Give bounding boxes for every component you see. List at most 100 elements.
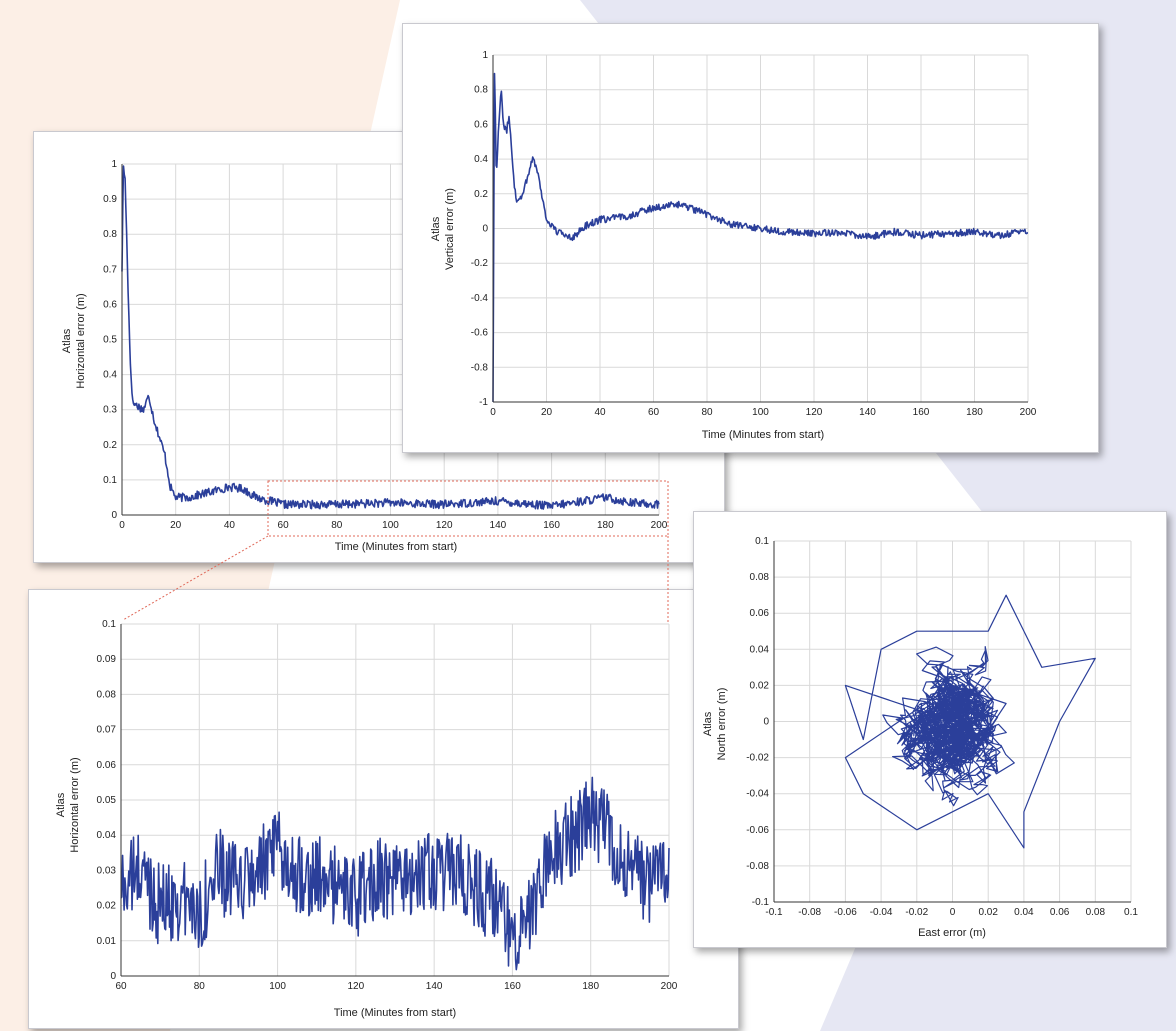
y-tick-label: -0.2 [471,258,489,269]
y-tick-label: -0.04 [746,789,769,800]
y-tick-label: 0.3 [103,405,117,416]
east-north-error-chart: -0.1 -0.08 -0.06 -0.04 -0.02 0 0.02 0.04 0.06 0.0… [702,536,1138,939]
y-axis-label-line1: Atlas [430,216,442,241]
x-tick-label: 160 [504,981,521,992]
x-tick-label: 140 [859,407,876,418]
y-tick-label: -0.6 [471,328,489,339]
y-tick-label: 0.2 [103,440,117,451]
x-tick-label: 0.1 [1124,907,1138,918]
x-tick-label: 200 [651,520,668,531]
x-tick-label: 120 [348,981,365,992]
x-tick-label: -0.06 [834,907,857,918]
x-tick-label: 200 [661,981,678,992]
y-tick-label: 0.01 [97,936,117,947]
x-tick-label: 140 [490,520,507,531]
y-tick-label: 0 [763,717,769,728]
x-tick-label: 60 [115,981,127,992]
y-tick-label: -0.1 [752,897,770,908]
y-tick-label: 0.6 [474,119,488,130]
x-axis-label: Time (Minutes from start) [334,1007,456,1019]
y-tick-label: 0.4 [103,370,117,381]
y-tick-label: 0.08 [97,689,117,700]
x-tick-label: 140 [426,981,443,992]
y-axis-label-line1: Atlas [61,328,73,353]
x-tick-label: 80 [194,981,206,992]
y-tick-label: 0.09 [97,654,117,665]
x-tick-label: 0.08 [1086,907,1106,918]
y-tick-label: 0 [482,224,488,235]
vertical-error-card: 0 20 40 60 80 100 120 140 160 180 200 -1 -0.8 -0.6 -0.… [402,23,1099,453]
y-tick-label: -0.4 [471,293,489,304]
x-axis-label: East error (m) [918,927,986,939]
y-tick-label: 0.1 [102,619,116,630]
y-axis-label-line2: Horizontal error (m) [75,293,87,388]
data-series-line [844,594,1096,849]
x-tick-label: -0.1 [765,907,783,918]
y-tick-label: 0 [111,510,117,521]
y-tick-label: 0.1 [755,536,769,547]
y-tick-label: 0.06 [750,608,770,619]
x-tick-label: 100 [269,981,286,992]
x-tick-label: 0 [490,407,496,418]
y-tick-label: -0.06 [746,825,769,836]
y-tick-label: 0.07 [97,725,117,736]
x-tick-label: 120 [806,407,823,418]
y-tick-label: 0.4 [474,154,488,165]
x-axis-label: Time (Minutes from start) [335,541,457,553]
y-axis-label-line2: Vertical error (m) [444,188,456,270]
y-tick-label: 0.05 [97,795,117,806]
y-tick-label: 0 [110,971,116,982]
x-tick-label: 160 [913,407,930,418]
x-tick-label: 60 [278,520,290,531]
y-tick-label: 0.5 [103,335,117,346]
x-tick-label: 0 [119,520,125,531]
x-tick-label: 100 [752,407,769,418]
horizontal-error-zoom-card: 60 80 100 120 140 160 180 200 0 0.01 0.02 0.03 0.04 0… [28,589,739,1029]
x-tick-label: 20 [541,407,553,418]
y-tick-label: 0.06 [97,760,117,771]
x-axis-label: Time (Minutes from start) [702,429,824,441]
y-tick-label: 1 [111,159,117,170]
x-tick-label: 120 [436,520,453,531]
y-tick-label: 0.6 [103,299,117,310]
x-tick-label: 80 [331,520,343,531]
y-tick-label: 1 [482,50,488,61]
x-tick-label: -0.08 [798,907,821,918]
y-axis-label-line2: North error (m) [716,688,728,761]
y-tick-label: -0.02 [746,753,769,764]
x-tick-label: 0.02 [978,907,998,918]
y-tick-label: 0.8 [474,85,488,96]
east-north-error-card: -0.1 -0.08 -0.06 -0.04 -0.02 0 0.02 0.04 0.06 0.0… [693,511,1167,948]
y-tick-label: 0.7 [103,264,117,275]
x-tick-label: 80 [701,407,713,418]
y-tick-label: 0.02 [97,901,117,912]
y-tick-label: 0.02 [750,680,770,691]
data-series-line [120,776,670,971]
horizontal-error-zoom-chart: 60 80 100 120 140 160 180 200 0 0.01 0.02 0.03 0.04 0… [55,619,678,1019]
y-tick-label: 0.03 [97,865,117,876]
y-axis-label-line2: Horizontal error (m) [69,757,81,852]
x-tick-label: 40 [594,407,606,418]
vertical-error-chart: 0 20 40 60 80 100 120 140 160 180 200 -1 -0.8 -0.6 -0.… [430,50,1037,441]
data-series-line [492,72,1028,402]
x-tick-label: 40 [224,520,236,531]
x-tick-label: 100 [382,520,399,531]
x-tick-label: -0.02 [905,907,928,918]
y-tick-label: 0.9 [103,194,117,205]
y-tick-label: 0.08 [750,572,770,583]
x-tick-label: 60 [648,407,660,418]
y-axis-label-line1: Atlas [55,792,67,817]
x-tick-label: 0.06 [1050,907,1070,918]
x-tick-label: 160 [543,520,560,531]
x-tick-label: 20 [170,520,182,531]
y-tick-label: 0.04 [97,830,117,841]
y-tick-label: 0.04 [750,644,770,655]
x-tick-label: 0.04 [1014,907,1034,918]
x-tick-label: -0.04 [870,907,893,918]
y-tick-label: -0.08 [746,861,769,872]
y-tick-label: 0.8 [103,229,117,240]
y-tick-label: -0.8 [471,362,489,373]
x-tick-label: 180 [966,407,983,418]
y-tick-label: 0.2 [474,189,488,200]
y-tick-label: -1 [479,397,488,408]
